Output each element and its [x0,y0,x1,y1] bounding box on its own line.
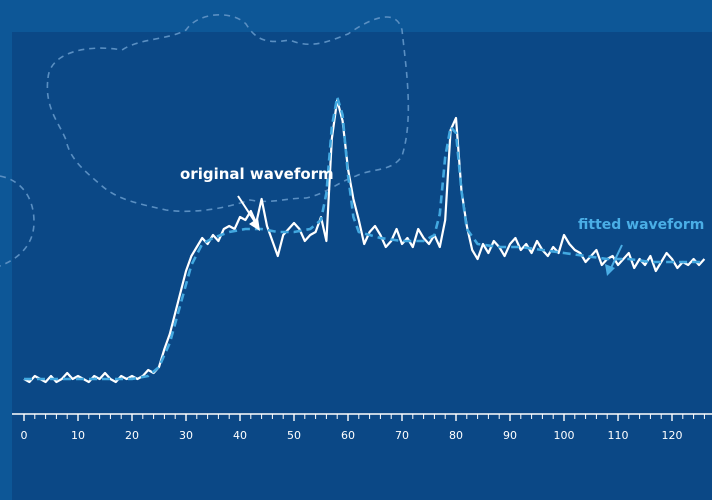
original-waveform-arrowhead [249,218,260,231]
fitted-waveform-arrow [610,244,623,269]
x-tick-label: 70 [395,429,409,442]
x-axis: 0 10 20 30 40 50 60 70 80 90 100 110 120 [12,413,712,442]
fitted-waveform-annotation: fitted waveform [578,217,704,233]
x-tick-label: 100 [554,429,575,442]
fitted-waveform-arrowhead [605,264,615,276]
x-tick-label: 10 [71,429,85,442]
x-tick-label: 30 [179,429,193,442]
x-tick-label: 0 [21,429,28,442]
series-group [23,95,706,384]
x-tick-label: 90 [503,429,517,442]
x-tick-label: 20 [125,429,139,442]
x-tick-label: 60 [341,429,355,442]
original-waveform-annotation: original waveform [180,165,334,183]
plot-background [12,32,712,500]
x-tick-label: 110 [608,429,629,442]
x-tick-label: 50 [287,429,301,442]
decorative-region-outline [46,14,410,213]
x-tick-label: 80 [449,429,463,442]
fitted-waveform-line [24,95,705,381]
original-waveform-arrow [237,195,258,226]
x-tick-label: 40 [233,429,247,442]
x-tick-label: 120 [662,429,683,442]
decorative-coast-outline [0,175,35,267]
